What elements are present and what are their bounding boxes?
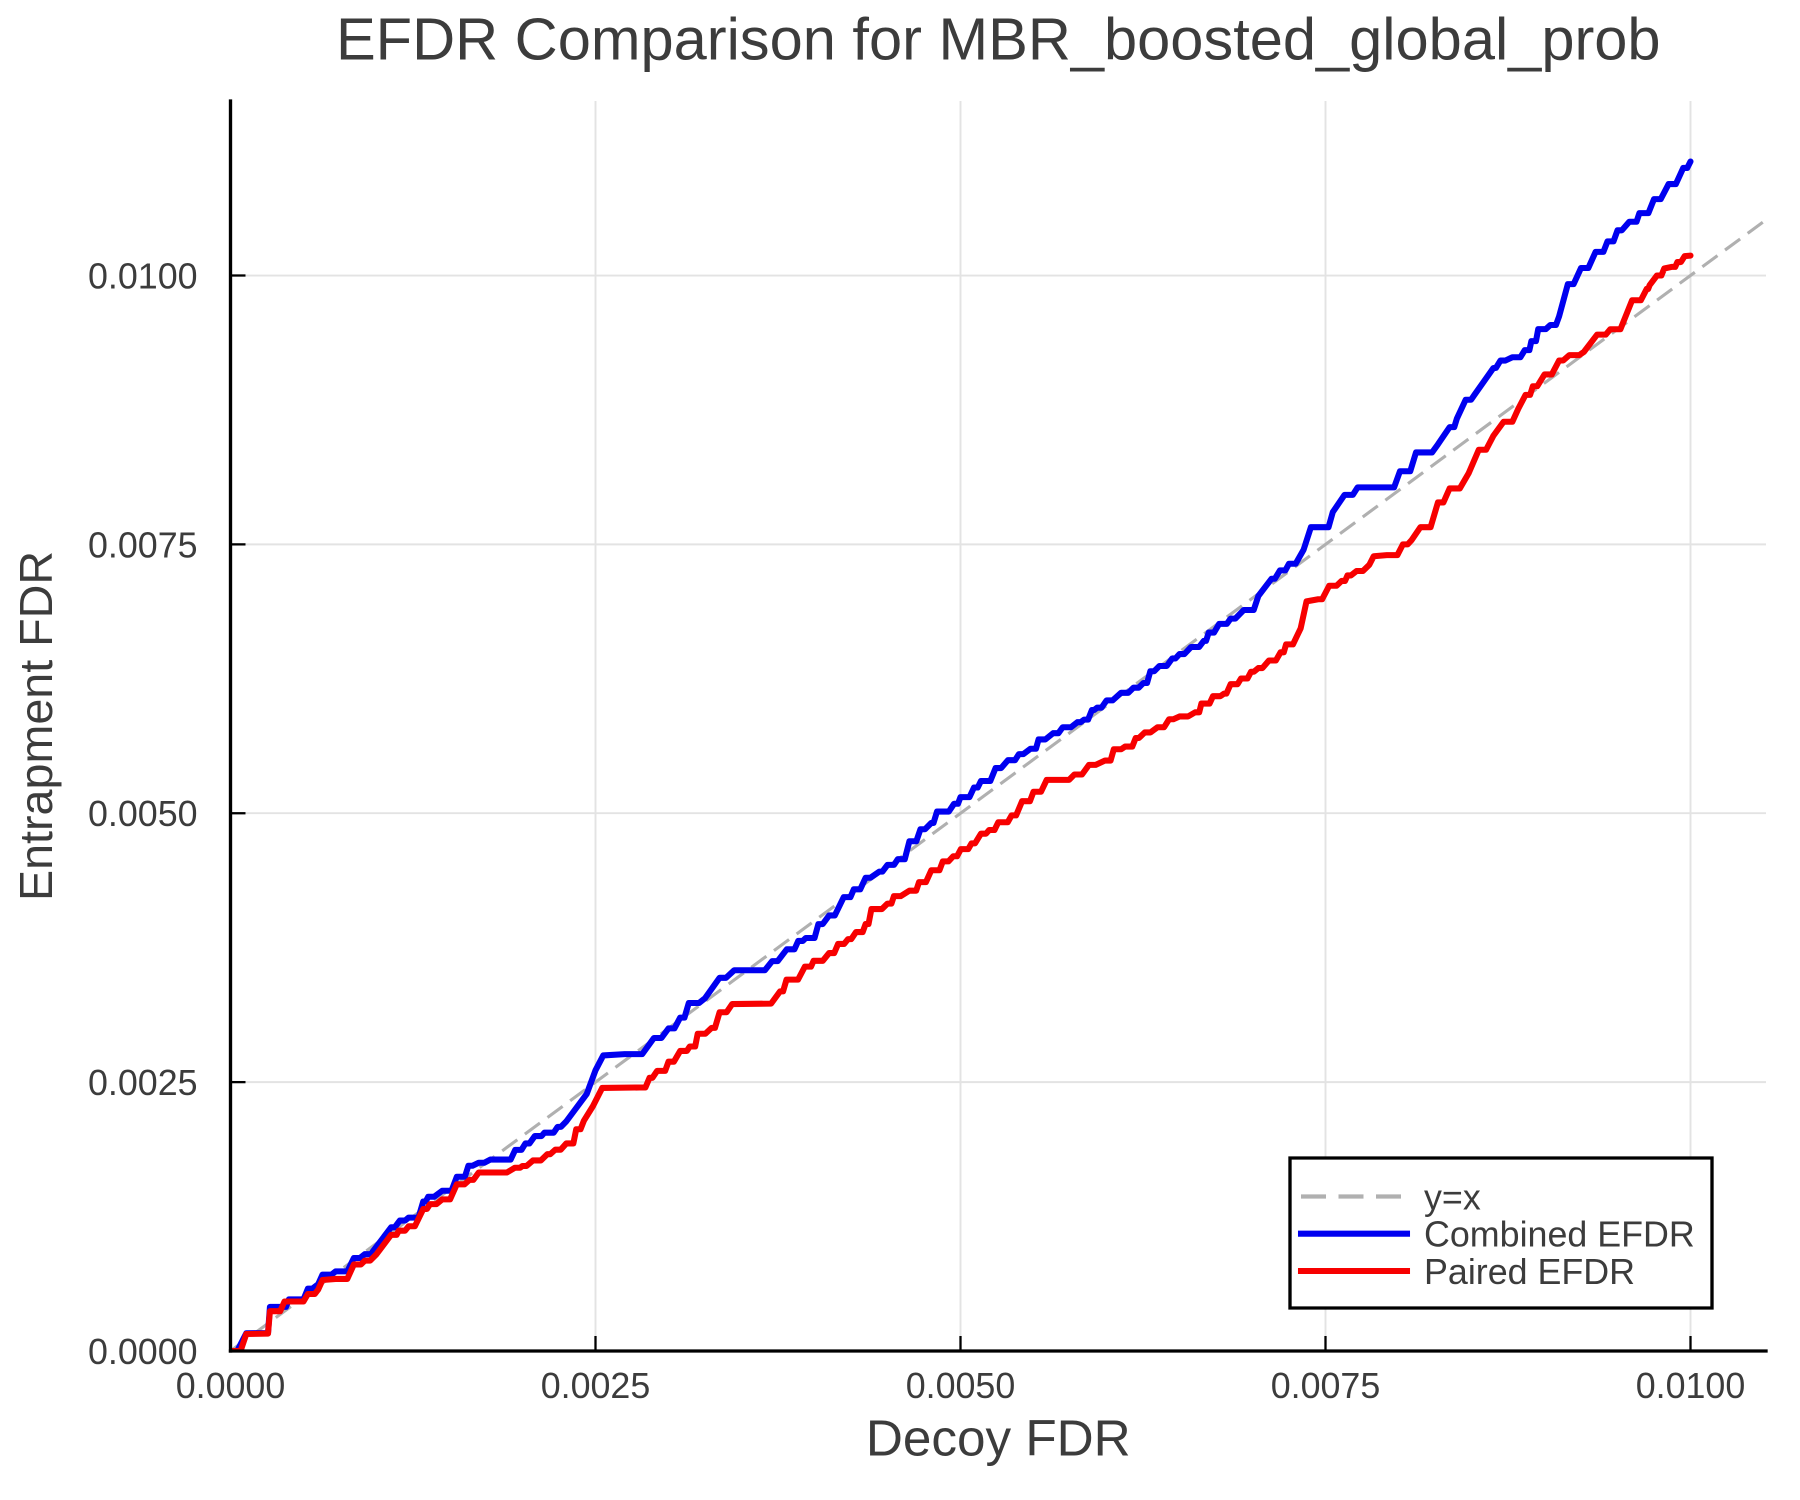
svg-text:0.0075: 0.0075 [1271,1366,1381,1406]
svg-text:0.0025: 0.0025 [88,1063,198,1103]
svg-text:y=x: y=x [1424,1178,1481,1218]
svg-text:Entrapment FDR: Entrapment FDR [10,551,62,901]
svg-text:Paired EFDR: Paired EFDR [1424,1252,1635,1292]
svg-text:0.0100: 0.0100 [1636,1366,1746,1406]
svg-text:0.0000: 0.0000 [176,1366,286,1406]
svg-text:0.0025: 0.0025 [541,1366,651,1406]
svg-text:0.0050: 0.0050 [88,794,198,834]
svg-text:0.0075: 0.0075 [88,525,198,565]
svg-text:Combined EFDR: Combined EFDR [1424,1215,1695,1255]
svg-text:0.0100: 0.0100 [88,256,198,296]
svg-text:0.0000: 0.0000 [88,1332,198,1372]
svg-text:Decoy FDR: Decoy FDR [866,1410,1131,1467]
svg-text:0.0050: 0.0050 [906,1366,1016,1406]
svg-text:EFDR Comparison for MBR_booste: EFDR Comparison for MBR_boosted_global_p… [336,5,1661,72]
